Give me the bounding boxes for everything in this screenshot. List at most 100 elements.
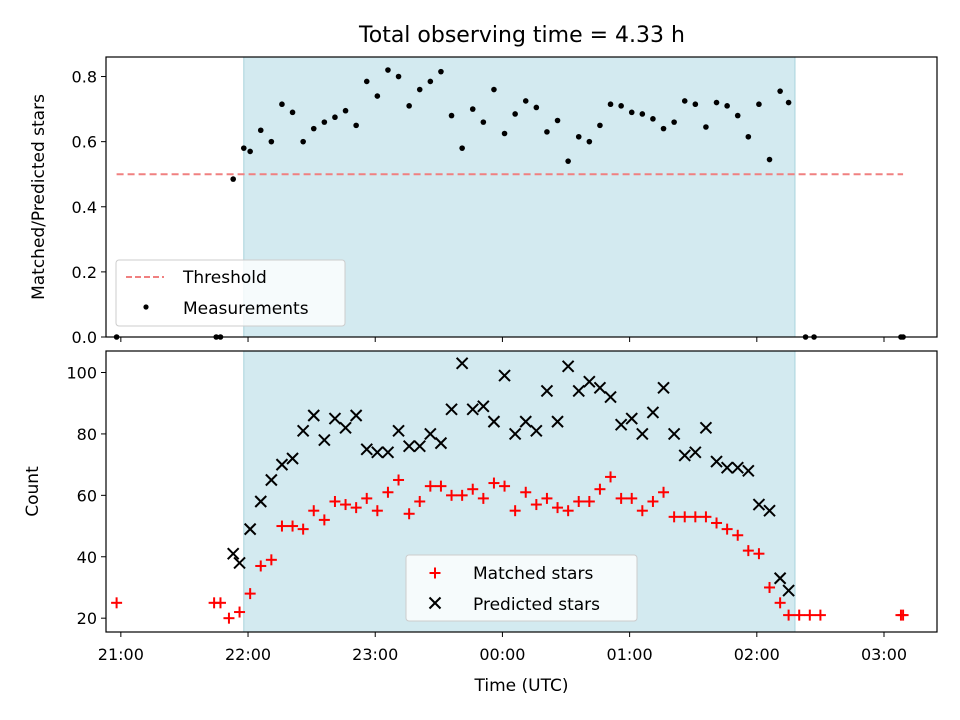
predicted-star-point (752, 498, 766, 511)
measurement-point (660, 125, 667, 132)
matched-star-point (265, 554, 277, 566)
measurement-points (113, 67, 906, 340)
predicted-star-point (413, 439, 426, 453)
matched-star-point (244, 588, 256, 600)
predicted-star-point (498, 369, 511, 382)
matched-star-point (573, 495, 585, 507)
legend-predicted-swatch (428, 596, 442, 610)
measurement-point (491, 86, 497, 93)
measurement-point (628, 109, 635, 116)
measurement-point (247, 148, 253, 155)
measurement-point (385, 67, 391, 73)
y-tick-label: 80 (77, 425, 97, 444)
measurement-point (310, 125, 317, 132)
predicted-star-point (233, 556, 246, 570)
predicted-star-point (710, 455, 723, 468)
measurement-point (501, 130, 508, 137)
matched-star-point (308, 505, 320, 517)
matched-star-point (340, 499, 352, 511)
measurement-point (342, 107, 349, 114)
matched-star-point (371, 505, 383, 517)
legend-predicted-label: Predicted stars (473, 595, 600, 615)
measurement-point (374, 93, 381, 99)
y-tick-label: 40 (77, 548, 97, 567)
predicted-star-point (226, 547, 240, 560)
matched-star-point (477, 492, 489, 504)
matched-star-point (382, 486, 394, 498)
legend-matched-label: Matched stars (473, 564, 593, 584)
measurement-point (257, 127, 264, 134)
measurement-point (469, 106, 476, 112)
matched-star-point (774, 597, 786, 609)
measurement-point (300, 138, 306, 145)
matched-star-point (594, 483, 606, 495)
measurement-point (363, 78, 370, 85)
matched-star-point (721, 523, 733, 535)
matched-star-point (318, 514, 330, 526)
matched-star-point (732, 529, 744, 541)
matched-star-point (793, 609, 805, 621)
x-tick-label: 23:00 (352, 645, 398, 664)
measurement-point (703, 124, 709, 130)
measurement-point (480, 119, 487, 125)
measurement-point (713, 99, 720, 106)
ratio-legend-box (115, 259, 346, 327)
y-tick-label: 0.0 (72, 328, 97, 347)
measurement-point (533, 104, 540, 111)
matched-star-point (403, 508, 415, 520)
matched-star-point (764, 581, 776, 593)
measurement-point (756, 101, 762, 108)
predicted-star-point (318, 433, 331, 447)
measurement-point (734, 112, 741, 119)
legend-measurements-swatch (143, 304, 149, 310)
x-tick-label: 00:00 (479, 645, 525, 664)
predicted-star-points (226, 357, 795, 597)
predicted-star-point (773, 572, 787, 585)
predicted-star-point (487, 415, 501, 428)
measurement-point (554, 117, 561, 124)
measurement-point (353, 122, 359, 129)
measurement-point (724, 103, 730, 109)
measurement-point (766, 156, 773, 163)
y-tick-label: 0.2 (72, 263, 97, 282)
y-tick-label: 100 (66, 363, 97, 382)
measurement-point (512, 111, 518, 117)
matched-star-point (605, 471, 617, 483)
predicted-star-point (477, 400, 490, 413)
matched-star-point (287, 520, 299, 532)
y-tick-label: 0.4 (72, 198, 97, 217)
predicted-star-point (561, 360, 575, 373)
measurement-point (522, 98, 529, 104)
matched-star-point (626, 492, 638, 504)
matched-star-points (111, 471, 909, 624)
measurement-point (681, 98, 688, 104)
matched-star-point (804, 609, 816, 621)
matched-star-point (615, 492, 627, 504)
predicted-star-point (286, 452, 299, 465)
matched-star-point (636, 505, 648, 517)
count-axes-frame (105, 350, 938, 633)
measurement-point (671, 119, 677, 125)
x-tick-label: 21:00 (98, 645, 144, 664)
measurement-point (745, 133, 752, 140)
matched-star-point (562, 505, 574, 517)
predicted-star-point (593, 381, 607, 395)
predicted-star-point (782, 584, 795, 597)
predicted-star-point (551, 415, 564, 428)
x-tick-label: 22:00 (225, 645, 271, 664)
y-tick-label: 60 (77, 486, 97, 505)
measurement-point (575, 133, 582, 140)
ratio-y-axis-label: Matched/Predicted stars (29, 94, 49, 300)
measurement-point (321, 119, 328, 125)
predicted-star-point (519, 415, 532, 428)
matched-star-point (446, 489, 458, 501)
predicted-star-point (583, 375, 596, 388)
predicted-star-point (339, 421, 352, 434)
matched-star-point (329, 495, 341, 507)
predicted-star-point (254, 495, 267, 508)
measurement-point (406, 103, 412, 109)
measurement-point (240, 145, 247, 151)
matched-star-point (897, 609, 909, 621)
ratio-legend: Threshold Measurements (115, 259, 346, 327)
measurement-point (459, 145, 465, 151)
